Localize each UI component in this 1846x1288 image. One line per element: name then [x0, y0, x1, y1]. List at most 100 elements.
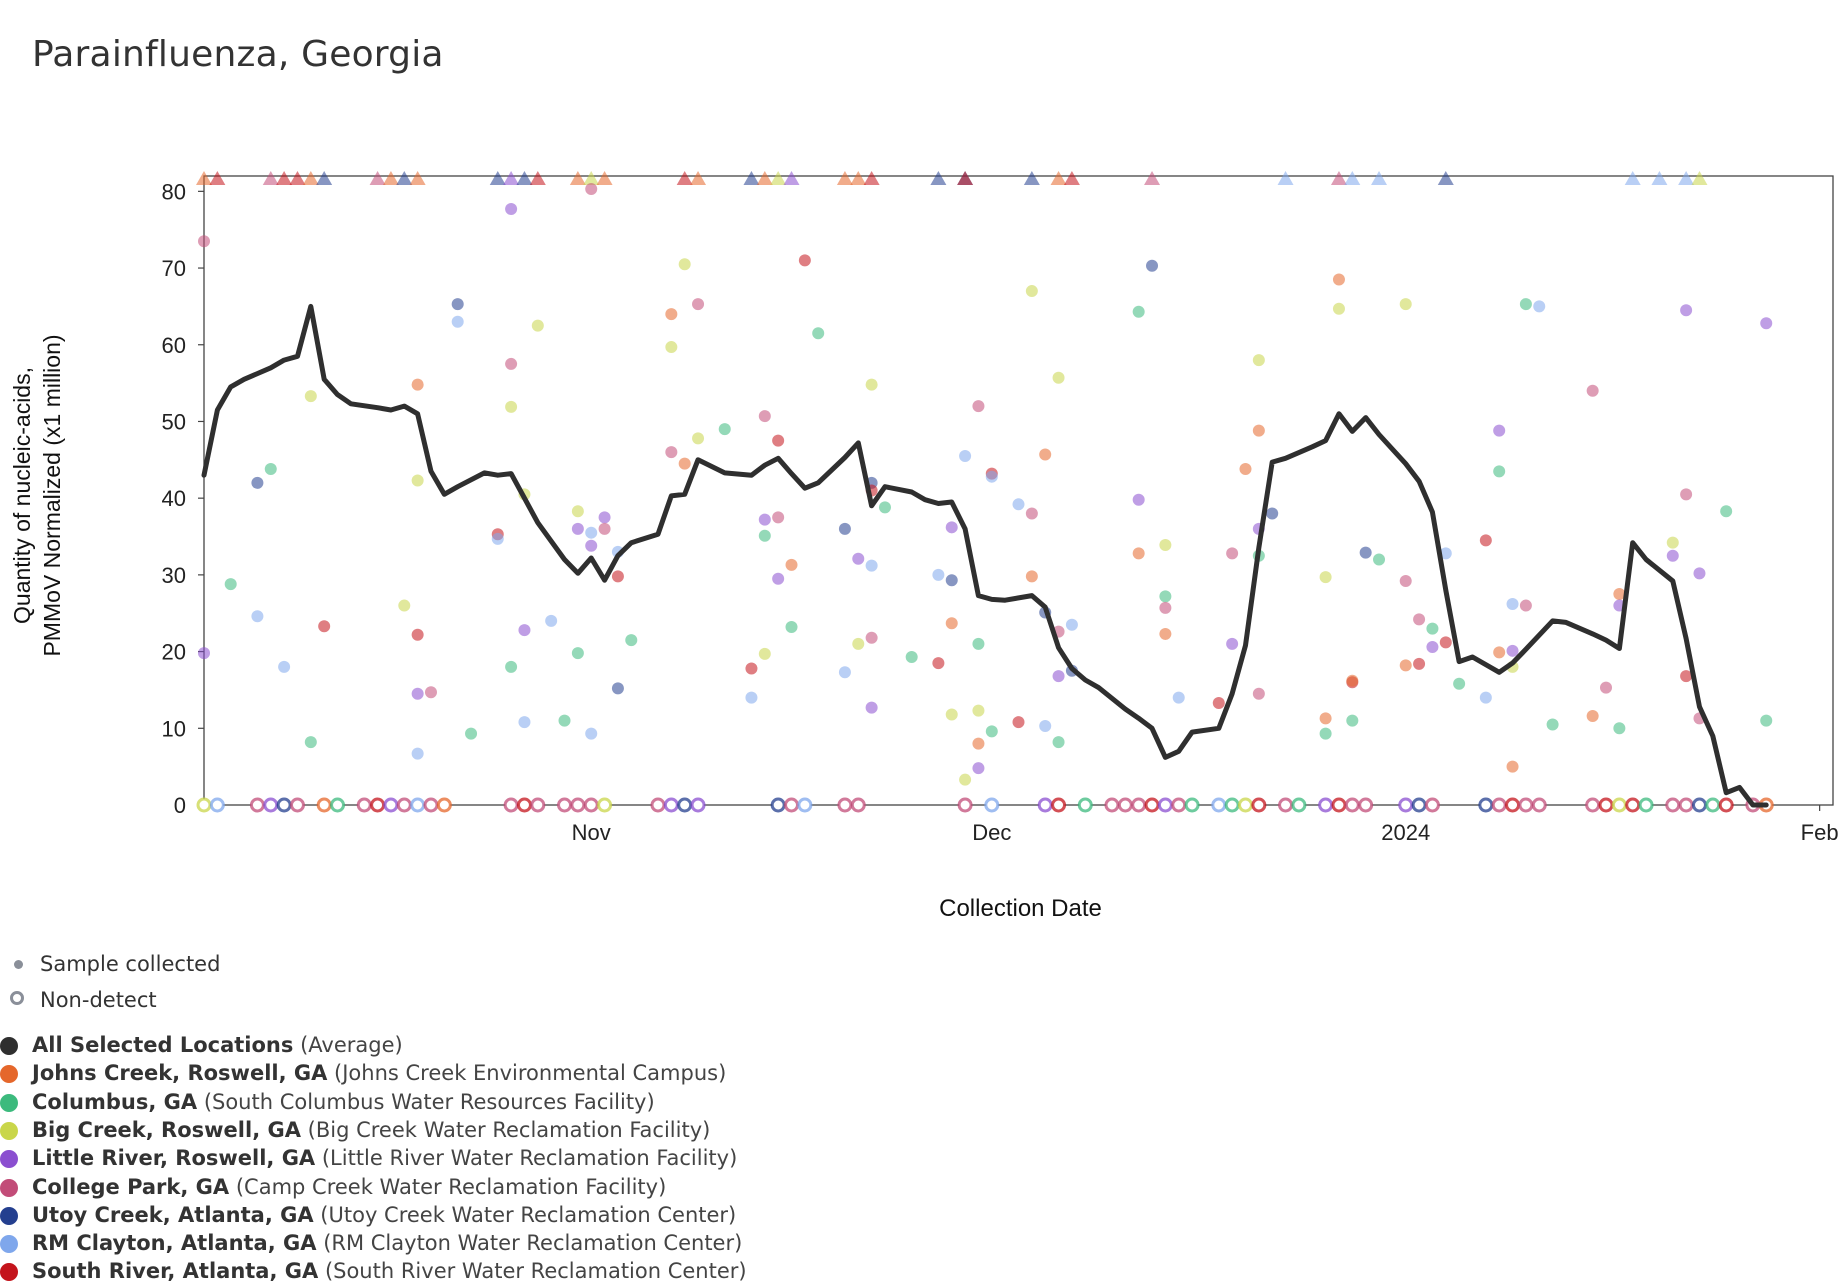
non-detect-point: [1678, 797, 1694, 813]
non-detect-point: [1491, 797, 1507, 813]
non-detect-point: [1211, 797, 1227, 813]
above-range-marker: [489, 171, 506, 185]
non-detect-point: [837, 797, 853, 813]
sample-point: [785, 558, 798, 571]
sample-point: [251, 476, 264, 489]
above-range-marker: [289, 171, 306, 185]
non-detect-point: [1665, 797, 1681, 813]
above-range-marker: [1437, 171, 1454, 185]
non-detect-point: [797, 797, 813, 813]
legend-swatch-icon: [0, 1121, 18, 1140]
sample-point: [678, 258, 691, 271]
non-detect-point: [276, 797, 292, 813]
sample-point: [1226, 637, 1239, 650]
sample-point: [1319, 712, 1332, 725]
sample-point: [758, 513, 771, 526]
non-detect-point: [1718, 797, 1734, 813]
sample-point: [1159, 601, 1172, 614]
above-range-marker: [1144, 171, 1161, 185]
sample-point: [1680, 304, 1693, 317]
sample-point: [865, 701, 878, 714]
sample-point: [1346, 714, 1359, 727]
above-range-marker: [409, 171, 426, 185]
sample-point: [1613, 722, 1626, 735]
sample-point: [1172, 691, 1185, 704]
x-axis-title: Collection Date: [939, 895, 1102, 922]
legend-item-label: South River, Atlanta, GA (South River Wa…: [32, 1257, 747, 1285]
legend-swatch-icon: [0, 1093, 18, 1112]
sample-point: [1212, 696, 1225, 709]
sample-point: [411, 378, 424, 391]
legend-item-name: Little River, Roswell, GA: [32, 1146, 316, 1171]
sample-point: [1680, 488, 1693, 501]
sample-point: [1506, 760, 1519, 773]
legend-item-facility: (RM Clayton Water Reclamation Center): [316, 1231, 743, 1256]
legend-swatch-icon: [0, 1206, 18, 1225]
y-tick-label: 50: [162, 409, 186, 434]
sample-point: [1132, 547, 1145, 560]
sample-point: [772, 511, 785, 524]
non-detect-point: [1638, 797, 1654, 813]
sample-point: [1519, 298, 1532, 311]
sample-point: [945, 617, 958, 630]
sample-point: [865, 559, 878, 572]
above-range-marker: [302, 171, 319, 185]
sample-point: [945, 521, 958, 534]
sample-point: [1039, 719, 1052, 732]
sample-point: [531, 319, 544, 332]
sample-point: [278, 660, 291, 673]
sample-point: [1252, 424, 1265, 437]
legend-swatch-icon: [0, 1065, 18, 1084]
non-detect-point: [1625, 797, 1641, 813]
sample-point: [1159, 538, 1172, 551]
y-tick-label: 60: [162, 333, 186, 358]
non-detect-point: [1505, 797, 1521, 813]
above-range-marker: [1277, 171, 1294, 185]
legend-item-name: All Selected Locations: [32, 1033, 294, 1057]
legend-swatch-icon: [0, 1263, 18, 1282]
y-tick-label: 10: [162, 716, 186, 741]
sample-point: [398, 599, 411, 612]
legend-item-label: College Park, GA (Camp Creek Water Recla…: [32, 1173, 666, 1201]
sample-point: [945, 574, 958, 587]
sample-point: [945, 708, 958, 721]
sample-point: [411, 628, 424, 641]
x-tick-label: 2024: [1381, 820, 1430, 845]
y-tick-label: 0: [174, 793, 186, 818]
y-tick-label: 20: [162, 640, 186, 665]
non-detect-point: [984, 797, 1000, 813]
above-range-marker: [316, 171, 333, 185]
non-detect-point: [1131, 797, 1147, 813]
non-detect-point: [650, 797, 666, 813]
non-detect-point: [1117, 797, 1133, 813]
sample-point: [611, 570, 624, 583]
sample-point: [878, 501, 891, 514]
above-range-marker: [850, 171, 867, 185]
sample-point: [518, 716, 531, 729]
legend-item-label: All Selected Locations (Average): [32, 1031, 403, 1059]
non-detect-point: [1037, 797, 1053, 813]
sample-point: [198, 647, 210, 660]
above-range-marker: [503, 171, 520, 185]
sample-point: [598, 511, 611, 524]
non-detect-point: [396, 797, 412, 813]
sample-point: [545, 614, 558, 627]
sample-point: [1132, 493, 1145, 506]
sample-point: [1586, 710, 1599, 723]
sample-point: [1439, 547, 1452, 560]
sample-point: [1332, 302, 1345, 315]
non-detect-point: [436, 797, 452, 813]
above-range-marker: [583, 171, 600, 185]
sample-point: [1439, 636, 1452, 649]
non-detect-point: [263, 797, 279, 813]
non-detect-point: [583, 797, 599, 813]
sample-point: [1479, 534, 1492, 547]
sample-point: [758, 410, 771, 423]
non-detect-point: [249, 797, 265, 813]
above-range-marker: [676, 171, 693, 185]
above-range-marker: [262, 171, 279, 185]
legend-item-facility: (South River Water Reclamation Center): [318, 1259, 747, 1284]
sample-point: [1332, 273, 1345, 286]
y-tick-label: 40: [162, 486, 186, 511]
sample-point: [692, 298, 705, 311]
